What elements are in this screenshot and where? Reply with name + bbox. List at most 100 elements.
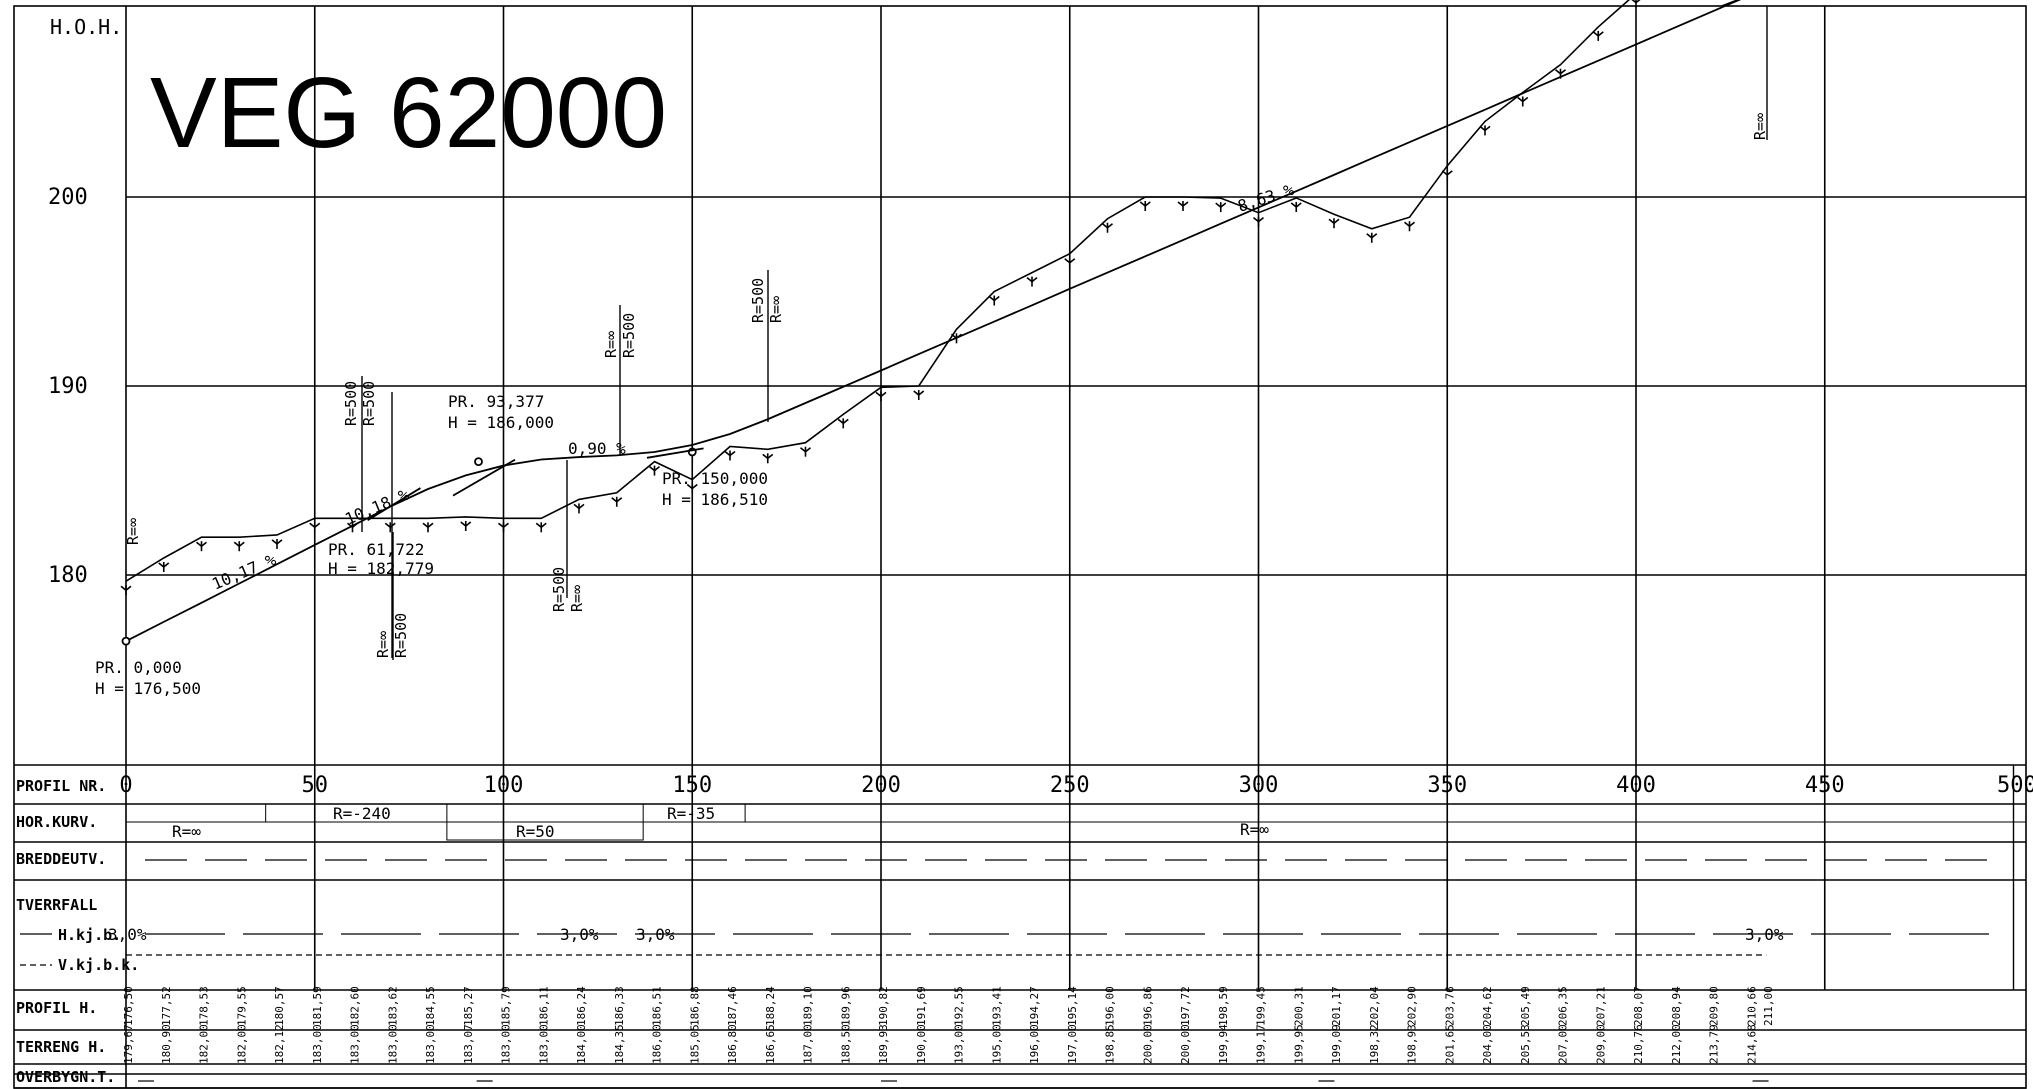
- x-tick-label: 50: [302, 773, 329, 798]
- tverrfall-value-3: 3,0%: [636, 925, 675, 944]
- profil-h-value: 177,52: [160, 986, 173, 1026]
- profil-h-value: 181,59: [311, 986, 324, 1026]
- terreng-h-value: 180,90: [160, 1024, 173, 1064]
- vertical-point-marker: [474, 457, 483, 467]
- curve-marker-7: R=∞: [1751, 113, 1769, 140]
- terrain-hachure: [1290, 201, 1302, 212]
- x-tick-label: 500: [1997, 773, 2033, 798]
- terrain-hachure: [875, 391, 887, 402]
- profil-h-value: 189,96: [839, 986, 852, 1026]
- vp-h-2: H = 182,779: [328, 559, 434, 578]
- terrain-hachure: [1253, 216, 1264, 227]
- profil-h-value: 195,14: [1066, 986, 1079, 1026]
- terreng-h-value: 201,65: [1443, 1024, 1456, 1064]
- profil-h-value: 209,80: [1708, 986, 1721, 1026]
- grade-label-1: 10,17 %: [209, 550, 279, 594]
- band-label-profil-h: PROFIL H.: [16, 999, 97, 1017]
- band-label-breddeutv: BREDDEUTV.: [16, 850, 106, 868]
- profil-h-value: 189,10: [802, 986, 815, 1026]
- band-label-hor-kurv: HOR.KURV.: [16, 813, 97, 831]
- terreng-h-value: 186,80: [726, 1024, 739, 1064]
- profil-h-value: 186,24: [575, 986, 588, 1026]
- profil-h-value: 207,21: [1594, 986, 1607, 1026]
- profil-h-value: 208,94: [1670, 986, 1683, 1026]
- terrain-hachure: [271, 538, 283, 549]
- profil-h-value: 179,55: [235, 986, 248, 1026]
- profil-h-value: 192,55: [953, 986, 966, 1026]
- vp-h-1: H = 176,500: [95, 679, 201, 698]
- hor-kurv-radius-2: R=-240: [333, 804, 391, 823]
- curve-marker-4a: R=500: [550, 567, 568, 612]
- terreng-h-value: 197,00: [1066, 1024, 1079, 1064]
- terreng-h-value: 196,00: [1028, 1024, 1041, 1064]
- terrain-hachure: [800, 446, 811, 457]
- terrain-hachure: [611, 496, 623, 507]
- terreng-h-value: 183,00: [349, 1024, 362, 1064]
- profil-h-value: 190,82: [877, 986, 890, 1026]
- terrain-hachure: [837, 418, 849, 429]
- profil-h-value: 186,33: [613, 986, 626, 1026]
- profil-h-value: 201,17: [1330, 986, 1343, 1026]
- terreng-h-value: 190,00: [915, 1024, 928, 1064]
- x-tick-label: 150: [672, 773, 712, 798]
- vp-h-3: H = 186,000: [448, 413, 554, 432]
- tangent-tick: [367, 487, 421, 521]
- terrain-hachure: [1631, 0, 1641, 8]
- profil-h-value: 182,60: [349, 986, 362, 1026]
- terreng-h-value: 182,12: [273, 1024, 286, 1064]
- grade-label-3: 0,90 %: [568, 439, 626, 458]
- band-label-profil-nr: PROFIL NR.: [16, 777, 106, 795]
- terrain-hachure: [120, 585, 132, 596]
- terreng-h-value: 200,00: [1141, 1024, 1154, 1064]
- vp-label-4: PR. 150,000: [662, 469, 768, 488]
- curve-marker-6b: R=∞: [767, 296, 785, 323]
- tangent-tick: [646, 447, 704, 459]
- terreng-h-value: 210,76: [1632, 1024, 1645, 1064]
- terreng-h-value: 205,53: [1519, 1024, 1532, 1064]
- y-tick-label: 180: [48, 563, 88, 588]
- terreng-h-value: 184,00: [575, 1024, 588, 1064]
- terrain-hachure: [1592, 30, 1604, 41]
- terrain-hachure: [1026, 276, 1038, 287]
- profil-h-value: 210,66: [1745, 986, 1758, 1026]
- terreng-h-value: 179,67: [122, 1024, 135, 1064]
- band-label-terreng-h: TERRENG H.: [16, 1038, 106, 1056]
- terrain-hachure: [1064, 257, 1076, 268]
- profile-band: [14, 764, 2026, 1089]
- terrain-hachure: [233, 541, 245, 552]
- curve-marker-5b: R=500: [620, 313, 638, 358]
- terreng-h-value: 182,00: [198, 1024, 211, 1064]
- terreng-h-value: 213,79: [1708, 1024, 1721, 1064]
- terrain-hachure: [384, 522, 396, 533]
- terreng-h-values: 179,67 180,90 182,00 182,00 182,12 183,00 183,…: [122, 1024, 1758, 1064]
- curve-marker-1: R=∞: [124, 518, 142, 545]
- terrain-hachure: [686, 483, 698, 494]
- terrain-hachure: [1366, 232, 1378, 243]
- x-tick-label: 0: [119, 773, 132, 798]
- terrain-hachure: [1441, 169, 1453, 180]
- terreng-h-value: 193,00: [953, 1024, 966, 1064]
- terreng-h-value: 198,32: [1368, 1024, 1381, 1064]
- curve-marker-3b: R=500: [392, 613, 410, 658]
- terreng-h-value: 184,35: [613, 1024, 626, 1064]
- y-tick-labels: 180 190 200: [48, 185, 88, 588]
- terreng-h-value: 200,00: [1179, 1024, 1192, 1064]
- terreng-h-value: 199,17: [1255, 1024, 1268, 1064]
- terreng-h-value: 182,00: [235, 1024, 248, 1064]
- terreng-h-value: 183,00: [500, 1024, 513, 1064]
- hor-kurv-radius-1: R=∞: [172, 822, 201, 841]
- profil-h-value: 205,49: [1519, 986, 1532, 1026]
- terreng-h-value: 199,09: [1330, 1024, 1343, 1064]
- terrain-hachure: [460, 520, 472, 531]
- terreng-h-value: 183,00: [311, 1024, 324, 1064]
- page-title: VEG 62000: [150, 57, 667, 169]
- profil-h-value: 211,00: [1762, 986, 1775, 1026]
- profil-h-value: 188,24: [764, 986, 777, 1026]
- profil-h-value: 202,90: [1406, 986, 1419, 1026]
- terreng-h-value: 207,00: [1557, 1024, 1570, 1064]
- tverrfall-value-1: 3,0%: [108, 925, 147, 944]
- hor-kurv-curve-left: [265, 803, 448, 823]
- profil-h-value: 196,00: [1104, 986, 1117, 1026]
- terrain-hachure: [1328, 218, 1340, 229]
